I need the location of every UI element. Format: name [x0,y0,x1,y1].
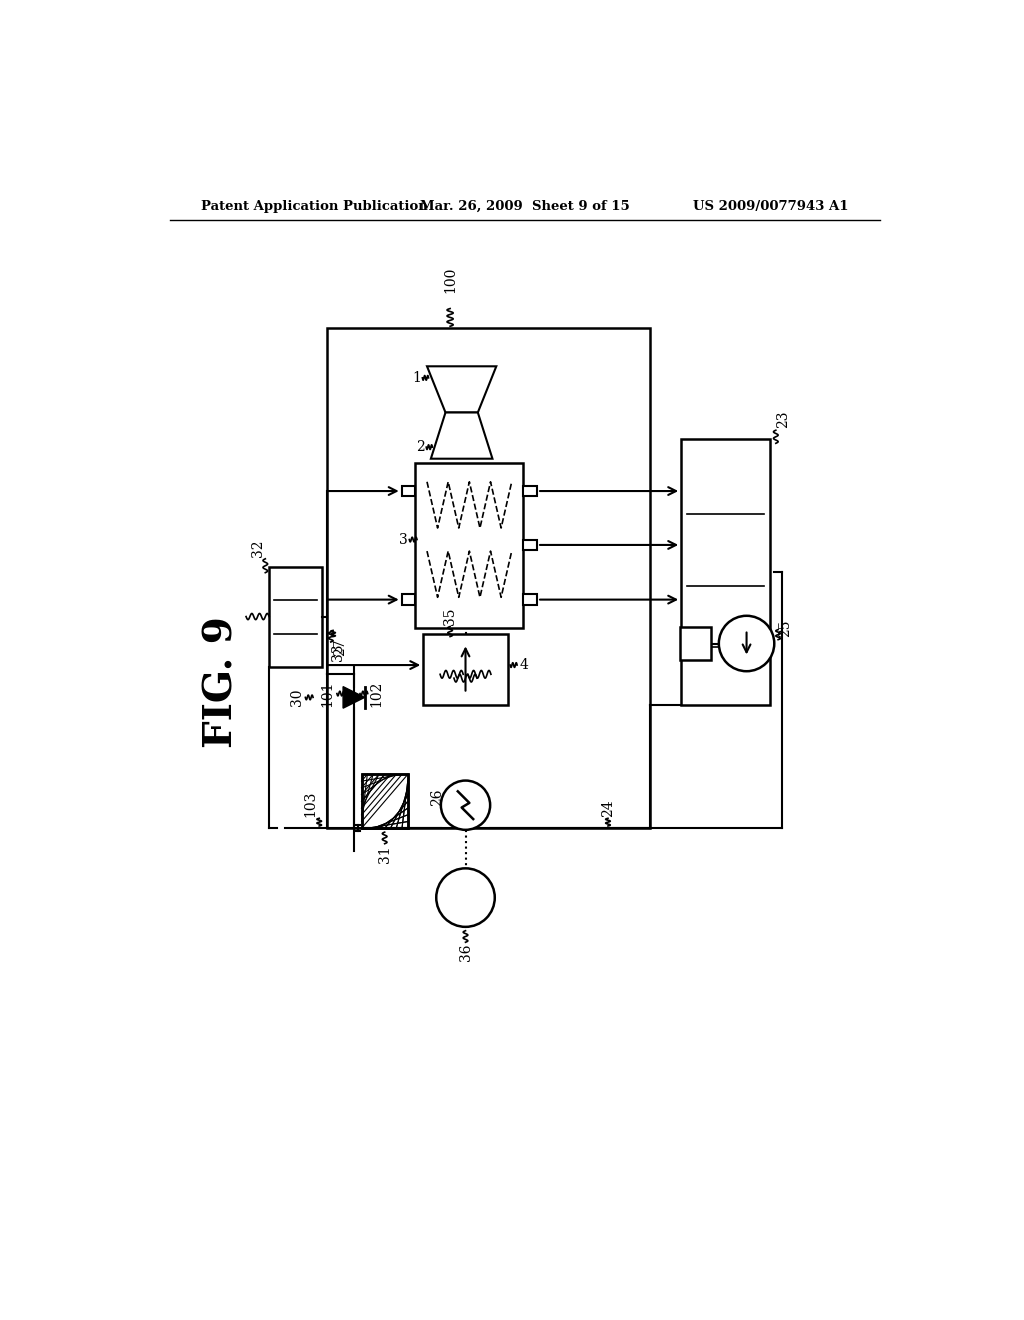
Text: 33: 33 [331,644,345,661]
Bar [523,540,538,550]
Text: 27: 27 [333,638,347,656]
Text: 2: 2 [416,440,425,454]
Bar [401,594,416,605]
Bar [361,775,408,829]
Text: 3: 3 [399,532,408,546]
Text: 26: 26 [430,789,444,807]
Polygon shape [431,412,493,459]
Polygon shape [427,367,497,412]
Text: 103: 103 [304,791,317,817]
Bar [416,462,523,628]
Text: 101: 101 [321,680,335,706]
Bar [523,594,538,605]
Text: 25: 25 [778,619,793,636]
Text: 24: 24 [601,799,615,817]
Text: US 2009/0077943 A1: US 2009/0077943 A1 [692,199,848,213]
Text: FIG. 9: FIG. 9 [203,616,241,748]
Bar [361,775,408,829]
Bar [680,627,711,660]
Text: Patent Application Publication: Patent Application Publication [202,199,428,213]
Bar [423,635,508,705]
Text: 36: 36 [459,944,472,961]
Text: 23: 23 [776,411,790,428]
Text: 4: 4 [519,659,528,672]
Polygon shape [343,686,365,708]
Text: 30: 30 [290,689,304,706]
Text: 35: 35 [443,607,457,626]
Bar [327,327,650,829]
Circle shape [441,780,490,830]
Text: 1: 1 [412,371,421,385]
Circle shape [436,869,495,927]
Bar [523,486,538,496]
Text: 102: 102 [370,680,383,706]
Text: 31: 31 [378,845,391,863]
Bar [681,440,770,705]
Text: 100: 100 [443,267,457,293]
Text: 32: 32 [251,540,265,557]
Bar [401,486,416,496]
Circle shape [719,615,774,671]
Text: Mar. 26, 2009  Sheet 9 of 15: Mar. 26, 2009 Sheet 9 of 15 [420,199,630,213]
Bar [269,566,322,667]
